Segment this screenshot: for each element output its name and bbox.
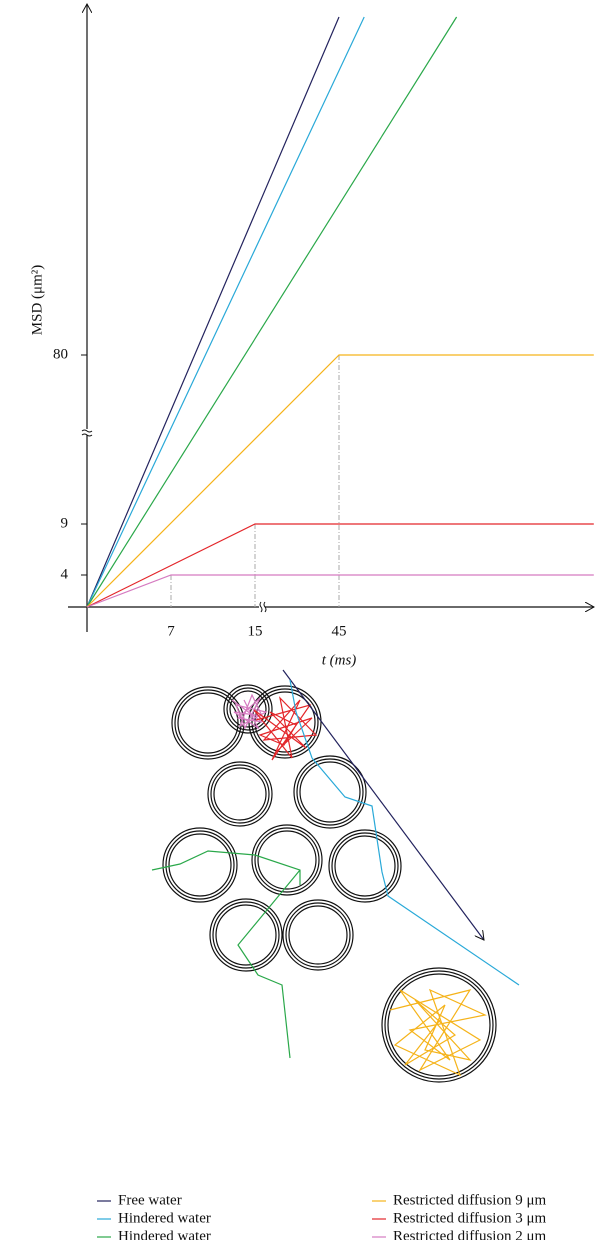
trajectory bbox=[283, 670, 484, 940]
x-tick-label: 15 bbox=[248, 623, 263, 639]
legend-label: Restricted diffusion 3 μm bbox=[393, 1210, 546, 1226]
cell-ring bbox=[332, 833, 398, 899]
legend: Free water Hindered water Hindered water Re… bbox=[97, 1192, 546, 1240]
series-line bbox=[87, 17, 364, 607]
cell-ring bbox=[385, 971, 493, 1079]
cell-ring bbox=[169, 834, 231, 896]
cell-ring bbox=[172, 687, 244, 759]
y-tick-label: 4 bbox=[61, 566, 69, 582]
page: t (ms) MSD (μm²) 7 15 45 4 9 80 Free water Hin… bbox=[0, 0, 595, 1240]
legend-label: Restricted diffusion 2 μm bbox=[393, 1228, 546, 1240]
cell-ring bbox=[175, 690, 241, 756]
y-tick-label: 80 bbox=[53, 346, 68, 362]
legend-label: Free water bbox=[118, 1192, 182, 1208]
x-axis-label: t (ms) bbox=[322, 652, 357, 668]
cell-ring bbox=[252, 825, 322, 895]
figure: t (ms) MSD (μm²) 7 15 45 4 9 80 Free water Hin… bbox=[0, 0, 595, 1240]
cell-ring bbox=[300, 762, 360, 822]
plot: 7 15 45 4 9 80 bbox=[53, 17, 594, 639]
series-line bbox=[87, 575, 594, 607]
y-axis-label: MSD (μm²) bbox=[29, 265, 45, 335]
cell-ring bbox=[208, 762, 272, 826]
series-line bbox=[87, 524, 594, 607]
cell-ring bbox=[286, 903, 350, 967]
cell-ring bbox=[297, 759, 363, 825]
legend-label: Hindered water bbox=[118, 1228, 211, 1240]
series-line bbox=[87, 17, 339, 607]
diffusion-diagram bbox=[152, 670, 519, 1082]
series-line bbox=[87, 17, 457, 607]
cell-ring bbox=[329, 830, 401, 902]
y-tick-label: 9 bbox=[61, 515, 69, 531]
cell-ring bbox=[255, 828, 319, 892]
x-tick-label: 45 bbox=[332, 623, 347, 639]
cell-ring bbox=[211, 765, 269, 823]
x-tick-label: 7 bbox=[167, 623, 175, 639]
legend-label: Restricted diffusion 9 μm bbox=[393, 1192, 546, 1208]
cell-ring bbox=[289, 906, 347, 964]
cell-ring bbox=[283, 900, 353, 970]
cell-ring bbox=[258, 831, 316, 889]
legend-label: Hindered water bbox=[118, 1210, 211, 1226]
cell-ring bbox=[214, 768, 266, 820]
